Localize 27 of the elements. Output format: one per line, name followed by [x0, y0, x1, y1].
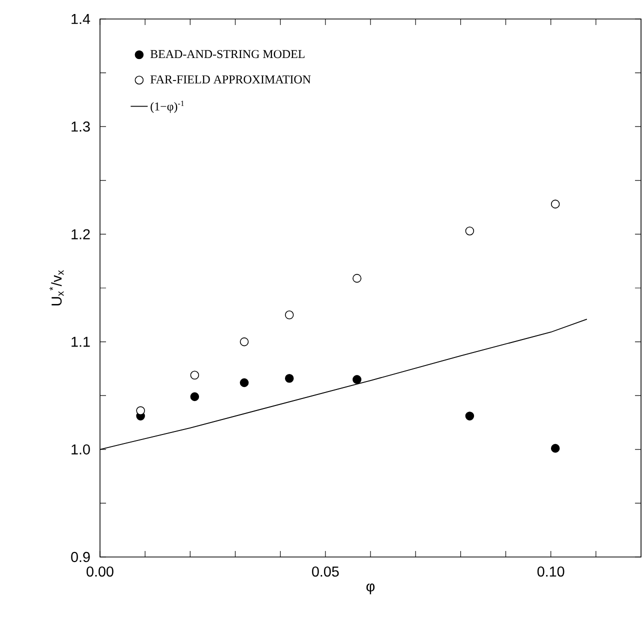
point — [550, 200, 560, 208]
point — [352, 375, 362, 384]
point — [352, 274, 362, 283]
point — [550, 444, 560, 453]
point — [190, 370, 200, 380]
x-tick-label: 0.00 — [86, 566, 114, 577]
x-tick-label: 0.10 — [537, 566, 564, 577]
point — [190, 392, 200, 402]
legend-label: BEAD-AND-STRING MODEL — [150, 50, 304, 58]
y-tick-label: 0.9 — [71, 552, 90, 562]
point — [136, 406, 145, 416]
legend-label: FAR-FIELD APPROXIMATION — [150, 75, 311, 84]
y-tick-label: 1.0 — [72, 444, 90, 454]
y-tick-label: 1.3 — [72, 122, 90, 132]
point — [284, 310, 294, 320]
y-tick-label: 1.4 — [72, 14, 90, 24]
legend-label: (1−φ)$^{-1}$ — [150, 100, 184, 113]
y-axis-title: U$_{x}$$^{*}$/v$_{x}$ — [49, 270, 64, 306]
point — [465, 226, 474, 236]
y-tick-label: 1.2 — [72, 229, 90, 240]
x-axis-title: φ — [366, 584, 375, 594]
x-tick-label: 0.05 — [312, 566, 339, 577]
y-tick-label: 1.1 — [72, 336, 90, 347]
point — [240, 378, 249, 388]
point — [284, 374, 294, 383]
point — [240, 337, 249, 346]
point — [465, 412, 474, 420]
